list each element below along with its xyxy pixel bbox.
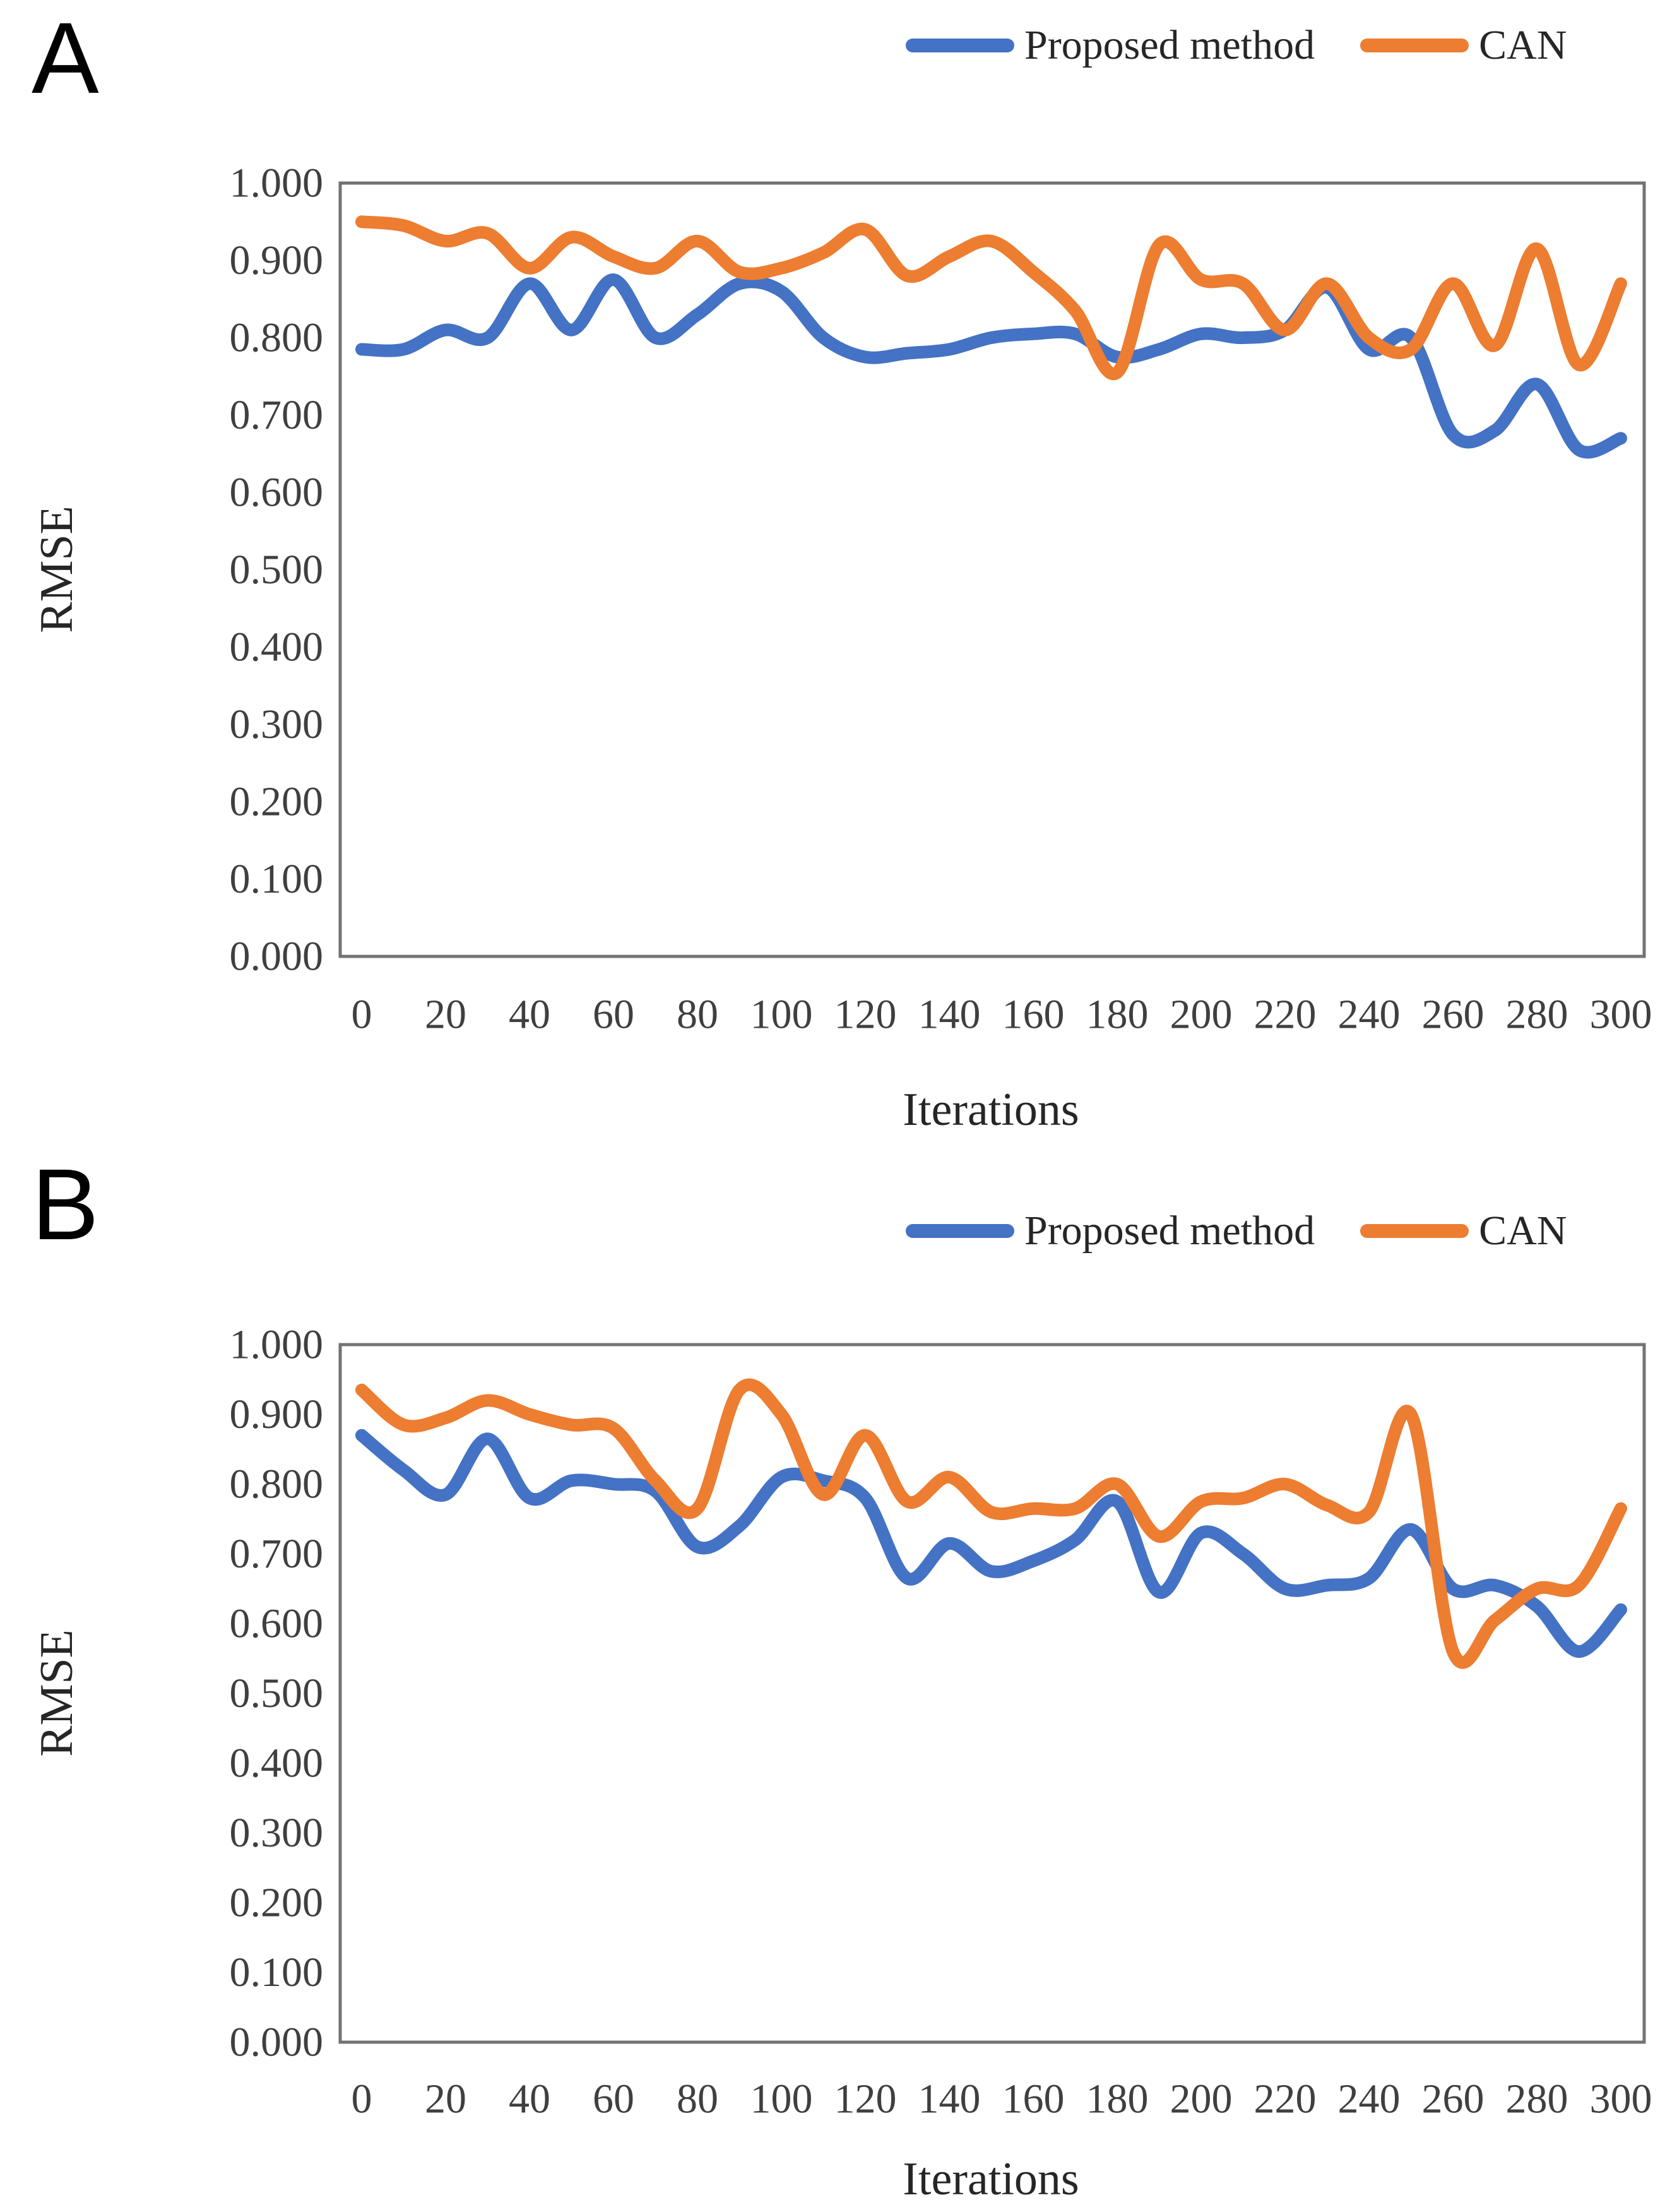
legend-label-can: CAN <box>1479 22 1567 68</box>
x-tick-label: 200 <box>1170 2076 1233 2122</box>
legend-b: Proposed method CAN <box>906 1204 1567 1258</box>
y-tick-label: 0.700 <box>230 392 324 438</box>
legend-a: Proposed method CAN <box>906 19 1567 72</box>
x-tick-label: 0 <box>352 2076 372 2122</box>
legend-label-proposed-method: Proposed method <box>1024 22 1315 68</box>
can-line <box>355 1378 1627 1669</box>
x-tick-label: 300 <box>1590 2076 1652 2122</box>
x-tick-label: 280 <box>1506 2076 1568 2122</box>
y-tick-label: 0.100 <box>230 856 324 902</box>
y-tick-label: 0.500 <box>230 1670 324 1716</box>
x-tick-label: 240 <box>1338 992 1401 1038</box>
x-tick-label: 180 <box>1086 2076 1149 2122</box>
x-tick-label: 160 <box>1002 2076 1065 2122</box>
y-tick-label: 0.800 <box>230 315 324 361</box>
x-tick-label: 260 <box>1422 2076 1484 2122</box>
y-tick-label: 0.900 <box>230 237 324 283</box>
x-tick-label: 80 <box>677 2076 718 2122</box>
y-axis-title-b: RMSE <box>31 1629 83 1757</box>
can-line-swatch <box>1360 39 1469 52</box>
x-tick-label: 60 <box>593 992 634 1038</box>
proposed-method-line <box>355 1429 1627 1658</box>
legend-label-proposed-method: Proposed method <box>1024 1208 1315 1254</box>
x-tick-label: 120 <box>834 2076 897 2122</box>
y-tick-label: 0.200 <box>230 779 324 825</box>
panel-letter-a: A <box>32 1 99 114</box>
x-tick-label: 260 <box>1422 992 1484 1038</box>
x-axis-title-b: Iterations <box>903 2153 1079 2205</box>
y-tick-label: 0.100 <box>230 1949 324 1995</box>
y-tick-label: 0.200 <box>230 1880 324 1926</box>
panel-letter-b: B <box>32 1148 99 1261</box>
chart-panel-a: 1.000 0.900 0.800 0.700 0.600 0.500 0.400 0.300… <box>230 160 1652 1038</box>
y-axis-title-a: RMSE <box>31 506 83 633</box>
chart-panel-b: 1.000 0.900 0.800 0.700 0.600 0.500 0.400 0.300… <box>230 1322 1652 2122</box>
x-tick-label: 100 <box>750 992 813 1038</box>
x-tick-label: 20 <box>425 2076 466 2122</box>
y-tick-label: 1.000 <box>230 160 324 206</box>
can-line-swatch <box>1360 1224 1469 1238</box>
x-tick-label: 180 <box>1086 992 1149 1038</box>
y-tick-label: 0.400 <box>230 1740 324 1787</box>
y-tick-label: 0.600 <box>230 1601 324 1647</box>
y-tick-label: 0.600 <box>230 470 324 516</box>
x-tick-label: 80 <box>677 992 718 1038</box>
x-tick-label: 300 <box>1590 992 1652 1038</box>
x-tick-label: 140 <box>918 992 981 1038</box>
x-tick-label: 160 <box>1002 992 1065 1038</box>
x-tick-label: 120 <box>834 992 897 1038</box>
x-tick-label: 20 <box>425 992 466 1038</box>
proposed-method-line <box>355 273 1627 459</box>
x-tick-label: 140 <box>918 2076 981 2122</box>
y-tick-label: 1.000 <box>230 1322 324 1368</box>
legend-label-can: CAN <box>1479 1208 1567 1254</box>
x-tick-label: 60 <box>593 2076 634 2122</box>
x-tick-label: 280 <box>1506 992 1568 1038</box>
x-tick-label: 220 <box>1254 992 1317 1038</box>
y-tick-label: 0.000 <box>230 934 324 980</box>
y-tick-label: 0.300 <box>230 701 324 747</box>
y-tick-label: 0.300 <box>230 1810 324 1856</box>
plot-frame <box>338 1343 1646 2044</box>
x-tick-label: 0 <box>352 992 372 1038</box>
proposed-method-line-swatch <box>906 1224 1014 1238</box>
y-tick-label: 0.900 <box>230 1391 324 1437</box>
x-tick-label: 240 <box>1338 2076 1401 2122</box>
x-axis-title-a: Iterations <box>903 1084 1079 1136</box>
x-tick-label: 200 <box>1170 992 1233 1038</box>
x-tick-label: 40 <box>509 992 550 1038</box>
can-line <box>355 215 1627 381</box>
y-tick-label: 0.400 <box>230 624 324 670</box>
y-tick-label: 0.800 <box>230 1461 324 1507</box>
x-tick-label: 100 <box>750 2076 813 2122</box>
y-tick-label: 0.500 <box>230 547 324 593</box>
proposed-method-line-swatch <box>906 39 1014 52</box>
y-tick-label: 0.700 <box>230 1531 324 1577</box>
x-tick-label: 220 <box>1254 2076 1317 2122</box>
y-tick-label: 0.000 <box>230 2019 324 2066</box>
plot-frame <box>338 181 1646 958</box>
x-tick-label: 40 <box>509 2076 550 2122</box>
